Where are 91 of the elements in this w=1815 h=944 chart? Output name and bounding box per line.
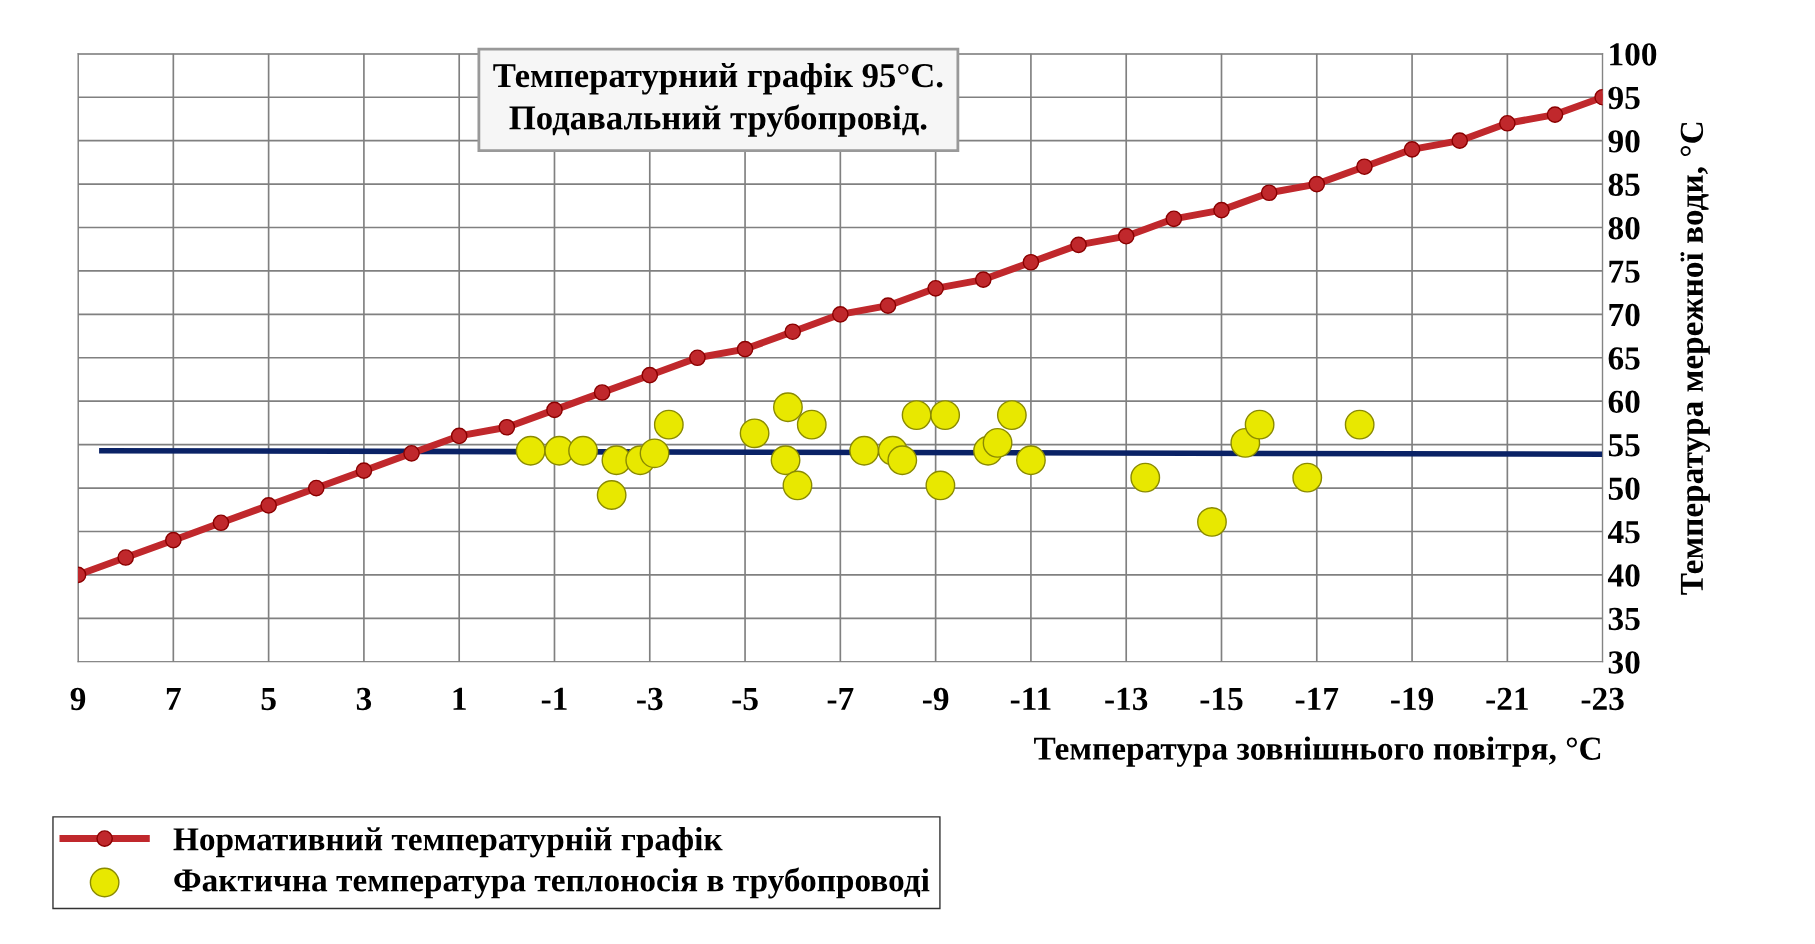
- y-tick-label: 50: [1608, 477, 1640, 500]
- text: Температурний графік 95°C. Подавальний трубопровід.: [493, 62, 943, 137]
- y-tick-label: 65: [1608, 347, 1640, 370]
- y-tick-label: 55: [1608, 434, 1640, 457]
- y-tick-label: 80: [1608, 216, 1640, 240]
- point: [639, 438, 670, 469]
- y-tick-label: 35: [1608, 607, 1640, 631]
- point: [1244, 409, 1275, 440]
- x-tick-label: 7: [166, 688, 181, 710]
- point: [1356, 158, 1373, 176]
- y-axis-title: Температура мережної води, °C: [1680, 122, 1710, 595]
- y-tick-label: 85: [1608, 173, 1640, 196]
- point: [849, 435, 880, 466]
- x-tick-label: -9: [922, 687, 949, 711]
- point: [770, 445, 801, 476]
- x-tick-label: -23: [1581, 687, 1624, 711]
- point: [784, 323, 802, 341]
- x-axis-title: Температура зовнішнього повітря, °C: [1034, 736, 1601, 767]
- point: [117, 549, 135, 566]
- point: [1499, 114, 1516, 132]
- point: [568, 435, 598, 466]
- x-tick-label: -17: [1295, 687, 1339, 710]
- point: [796, 409, 827, 440]
- x-tick-label: 3: [356, 687, 372, 711]
- point: [355, 462, 373, 480]
- point: [930, 400, 961, 431]
- y-tick-label: 90: [1608, 130, 1640, 153]
- point: [450, 427, 468, 445]
- point: [689, 349, 706, 367]
- point: [1117, 227, 1135, 245]
- point: [1165, 210, 1183, 228]
- point: [996, 400, 1027, 431]
- point: [927, 279, 944, 297]
- point: [1130, 462, 1161, 493]
- point: [1451, 132, 1469, 149]
- x-tick-label: 5: [261, 688, 276, 711]
- point: [782, 470, 813, 501]
- legend-label: Нормативний температурній графік: [173, 827, 723, 858]
- x-tick-label: -13: [1105, 687, 1148, 711]
- y-tick-label: 100: [1610, 43, 1657, 66]
- point: [739, 418, 770, 449]
- point: [515, 435, 546, 466]
- point: [1308, 175, 1326, 193]
- point: [1292, 462, 1323, 493]
- y-tick-label: 30: [1608, 651, 1640, 674]
- point: [498, 418, 516, 436]
- point: [832, 306, 849, 323]
- point: [593, 384, 611, 401]
- y-tick-label: 75: [1609, 260, 1640, 283]
- x-tick-label: 1: [453, 687, 466, 710]
- point: [879, 297, 897, 315]
- x-tick-label: -19: [1391, 687, 1434, 711]
- point: [1015, 445, 1046, 476]
- x-tick-label: -7: [827, 688, 854, 710]
- point: [307, 479, 325, 497]
- point: [1022, 253, 1040, 271]
- x-tick-label: -3: [637, 687, 663, 711]
- y-tick-label: 95: [1608, 86, 1640, 110]
- point: [736, 340, 754, 358]
- x-tick-label: -21: [1486, 687, 1528, 710]
- point: [641, 366, 659, 384]
- point: [1546, 106, 1564, 123]
- point: [546, 401, 563, 419]
- point: [596, 480, 627, 510]
- y-tick-label: 40: [1607, 564, 1640, 587]
- y-tick-label: 45: [1607, 521, 1640, 544]
- point: [974, 271, 992, 288]
- point: [1403, 141, 1421, 158]
- x-tick-label: -1: [541, 687, 567, 710]
- point: [1197, 506, 1227, 537]
- point: [925, 470, 956, 501]
- x-tick-label: 9: [70, 687, 86, 711]
- point: [1344, 409, 1375, 440]
- point: [164, 531, 182, 549]
- point: [403, 444, 420, 462]
- point: [982, 427, 1013, 458]
- point: [887, 445, 918, 476]
- point: [212, 514, 230, 532]
- y-tick-label: 70: [1609, 303, 1640, 327]
- point: [1070, 236, 1087, 254]
- x-tick-label: -5: [732, 688, 758, 711]
- point: [1213, 201, 1230, 219]
- legend-label: Фактична температура теплоносія в трубопроводі: [174, 867, 930, 899]
- point: [901, 400, 932, 431]
- x-tick-label: -11: [1010, 687, 1051, 710]
- point: [653, 409, 684, 440]
- x-tick-label: -15: [1200, 687, 1243, 711]
- point: [260, 497, 277, 514]
- point: [773, 392, 803, 423]
- y-tick-label: 60: [1608, 390, 1640, 414]
- point: [1260, 184, 1278, 202]
